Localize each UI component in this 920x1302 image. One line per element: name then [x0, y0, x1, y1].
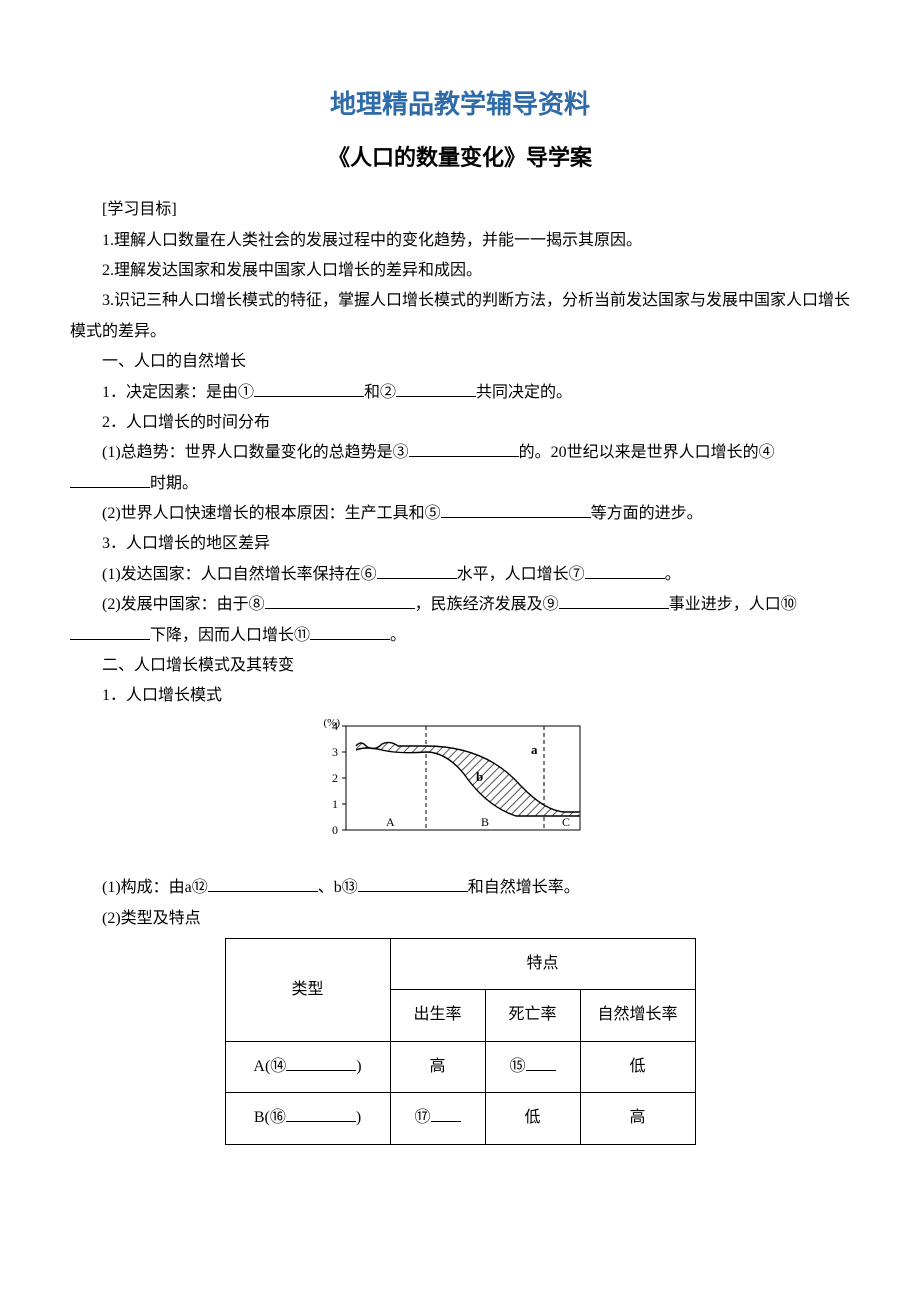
text: B(⑯	[254, 1109, 286, 1126]
th-feat: 特点	[390, 939, 695, 990]
text: 的。20世纪以来是世界人口增长的④	[519, 444, 775, 461]
rowA-death: ⑮	[485, 1041, 580, 1092]
svg-text:3: 3	[332, 745, 338, 759]
svg-text:2: 2	[332, 771, 338, 785]
text: 、b⑬	[318, 879, 358, 896]
blank-5	[441, 501, 591, 518]
page-title-main: 地理精品教学辅导资料	[70, 80, 850, 129]
text: 1．决定因素：是由①	[102, 384, 254, 401]
blank-12	[208, 875, 318, 892]
th-death: 死亡率	[485, 990, 580, 1041]
growth-model-chart: 01234(%)abABC	[70, 718, 850, 869]
blank-13	[358, 875, 468, 892]
svg-text:(%): (%)	[324, 718, 341, 729]
blank-14	[286, 1054, 356, 1071]
sec1-item2: 2．人口增长的时间分布	[70, 408, 850, 438]
text: 水平，人口增长⑦	[457, 566, 585, 583]
text: 共同决定的。	[476, 384, 572, 401]
text: (2)发展中国家：由于⑧	[102, 596, 265, 613]
text: ⑮	[509, 1058, 525, 1075]
sec1-heading: 一、人口的自然增长	[70, 347, 850, 377]
text: 事业进步，人口⑩	[669, 596, 797, 613]
types-table: 类型 特点 出生率 死亡率 自然增长率 A(⑭) 高 ⑮ 低 B(⑯) ⑰ 低 …	[225, 938, 696, 1145]
svg-text:a: a	[531, 742, 538, 757]
blank-16	[286, 1105, 356, 1122]
text: 等方面的进步。	[591, 505, 703, 522]
chart-svg: 01234(%)abABC	[310, 718, 610, 858]
svg-text:B: B	[481, 815, 489, 829]
sec1-3-1: (1)发达国家：人口自然增长率保持在⑥ 水平，人口增长⑦ 。	[70, 560, 850, 590]
text: 。	[390, 627, 406, 644]
blank-15	[526, 1054, 556, 1071]
blank-10	[70, 623, 150, 640]
text: (1)构成：由a⑫	[102, 879, 208, 896]
blank-2	[396, 380, 476, 397]
sec1-2-1: (1)总趋势：世界人口数量变化的总趋势是③ 的。20世纪以来是世界人口增长的④ 时期…	[70, 438, 850, 499]
text: 和自然增长率。	[468, 879, 580, 896]
svg-text:C: C	[562, 815, 570, 829]
svg-text:1: 1	[332, 797, 338, 811]
text: 下降，因而人口增长⑪	[150, 627, 310, 644]
blank-9	[559, 592, 669, 609]
text: ⑰	[414, 1109, 430, 1126]
sec2-item1: 1．人口增长模式	[70, 681, 850, 711]
rowB-birth: ⑰	[390, 1093, 485, 1144]
text: (2)世界人口快速增长的根本原因：生产工具和⑤	[102, 505, 441, 522]
svg-text:A: A	[386, 815, 395, 829]
rowB-death: 低	[485, 1093, 580, 1144]
goals-label: [学习目标]	[70, 195, 850, 225]
text: ，民族经济发展及⑨	[415, 596, 559, 613]
svg-text:b: b	[476, 769, 483, 784]
sec1-3-2: (2)发展中国家：由于⑧ ，民族经济发展及⑨ 事业进步，人口⑩ 下降，因而人口增长⑪ 。	[70, 590, 850, 651]
blank-3	[409, 440, 519, 457]
sec1-item1: 1．决定因素：是由① 和② 共同决定的。	[70, 378, 850, 408]
text: )	[356, 1058, 361, 1075]
blank-6	[377, 562, 457, 579]
text: 和②	[364, 384, 396, 401]
th-type: 类型	[225, 939, 390, 1042]
sec1-item3: 3．人口增长的地区差异	[70, 529, 850, 559]
rowA-nat: 低	[580, 1041, 695, 1092]
goal-1: 1.理解人口数量在人类社会的发展过程中的变化趋势，并能一一揭示其原因。	[70, 226, 850, 256]
text: )	[356, 1109, 361, 1126]
text: 。	[665, 566, 681, 583]
blank-11	[310, 623, 390, 640]
text: A(⑭	[253, 1058, 286, 1075]
blank-1	[254, 380, 364, 397]
rowB-type: B(⑯)	[225, 1093, 390, 1144]
goal-3: 3.识记三种人口增长模式的特征，掌握人口增长模式的判断方法，分析当前发达国家与发…	[70, 286, 850, 347]
th-nat: 自然增长率	[580, 990, 695, 1041]
sec2-heading: 二、人口增长模式及其转变	[70, 651, 850, 681]
svg-text:0: 0	[332, 823, 338, 837]
sec2-1-1: (1)构成：由a⑫ 、b⑬ 和自然增长率。	[70, 873, 850, 903]
blank-4	[70, 471, 150, 488]
blank-7	[585, 562, 665, 579]
rowA-birth: 高	[390, 1041, 485, 1092]
rowB-nat: 高	[580, 1093, 695, 1144]
text: (1)发达国家：人口自然增长率保持在⑥	[102, 566, 377, 583]
page-title-sub: 《人口的数量变化》导学案	[70, 137, 850, 179]
th-birth: 出生率	[390, 990, 485, 1041]
blank-8	[265, 592, 415, 609]
sec1-2-2: (2)世界人口快速增长的根本原因：生产工具和⑤ 等方面的进步。	[70, 499, 850, 529]
rowA-type: A(⑭)	[225, 1041, 390, 1092]
text: (1)总趋势：世界人口数量变化的总趋势是③	[102, 444, 409, 461]
blank-17	[431, 1105, 461, 1122]
sec2-1-2: (2)类型及特点	[70, 904, 850, 934]
text: 时期。	[150, 475, 198, 492]
goal-2: 2.理解发达国家和发展中国家人口增长的差异和成因。	[70, 256, 850, 286]
